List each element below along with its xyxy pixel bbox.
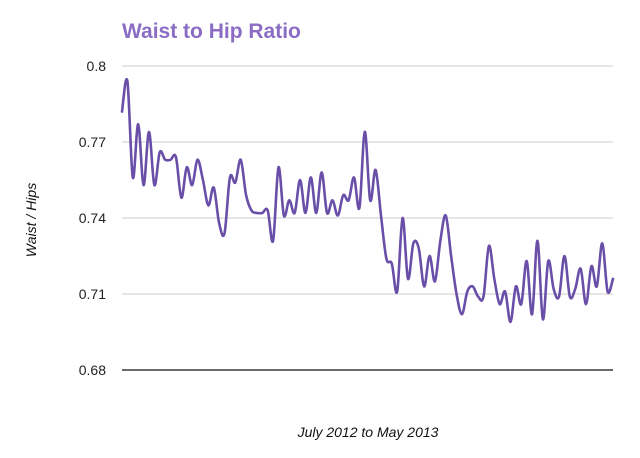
y-tick-label: 0.68: [79, 362, 106, 378]
y-tick-labels: 0.8 0.77 0.74 0.71 0.68: [79, 58, 106, 378]
y-tick-label: 0.8: [87, 58, 107, 74]
y-tick-label: 0.77: [79, 134, 106, 150]
y-tick-label: 0.71: [79, 286, 106, 302]
grid-lines: [122, 65, 613, 371]
series-line-waist-hip: [120, 77, 615, 324]
y-tick-label: 0.74: [79, 210, 106, 226]
x-axis-label: July 2012 to May 2013: [297, 424, 439, 440]
y-axis-label: Waist / Hips: [23, 183, 39, 257]
chart-title: Waist to Hip Ratio: [122, 20, 301, 43]
